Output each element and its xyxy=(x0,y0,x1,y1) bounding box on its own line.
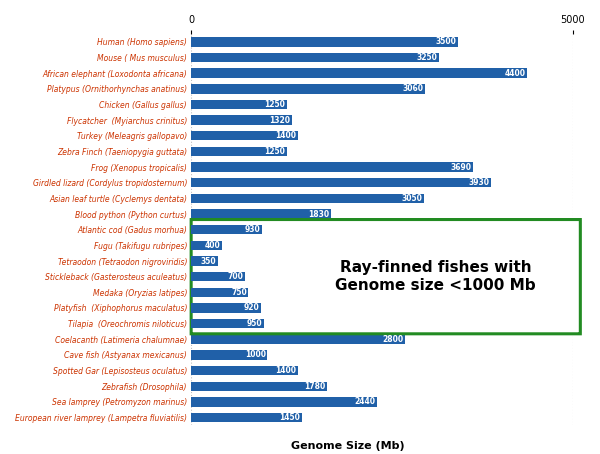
Text: 400: 400 xyxy=(205,241,220,250)
Text: 1780: 1780 xyxy=(304,382,325,391)
Bar xyxy=(191,84,425,94)
Bar xyxy=(191,381,327,391)
Text: 1250: 1250 xyxy=(264,100,285,109)
Bar xyxy=(191,288,248,297)
Bar xyxy=(191,147,287,156)
Bar xyxy=(191,131,298,140)
Text: 3500: 3500 xyxy=(436,37,457,46)
Text: Genome Size (Mb): Genome Size (Mb) xyxy=(291,441,405,451)
Text: 350: 350 xyxy=(201,257,217,266)
Text: 750: 750 xyxy=(231,288,247,297)
Text: 3250: 3250 xyxy=(417,53,437,62)
Bar xyxy=(191,366,298,375)
Text: 1320: 1320 xyxy=(269,116,290,125)
Text: 950: 950 xyxy=(247,319,262,328)
Bar xyxy=(191,241,221,250)
Bar xyxy=(191,225,262,234)
Bar xyxy=(191,178,491,188)
Bar xyxy=(191,163,473,172)
Text: 3690: 3690 xyxy=(450,163,471,172)
Text: 1000: 1000 xyxy=(245,350,266,360)
Bar xyxy=(191,53,439,62)
Bar xyxy=(191,319,263,328)
Text: 750: 750 xyxy=(231,288,247,297)
Bar xyxy=(191,209,331,219)
Bar xyxy=(191,303,262,313)
Text: 700: 700 xyxy=(227,272,243,281)
Bar xyxy=(191,37,458,47)
FancyBboxPatch shape xyxy=(191,220,580,334)
Bar xyxy=(191,100,287,109)
Text: 1400: 1400 xyxy=(275,131,296,140)
Text: 1400: 1400 xyxy=(275,366,296,375)
Text: 920: 920 xyxy=(244,303,260,312)
Bar xyxy=(191,225,262,234)
Bar xyxy=(191,257,218,266)
Text: 3930: 3930 xyxy=(469,178,490,187)
Text: 4400: 4400 xyxy=(505,69,526,78)
Bar xyxy=(191,303,262,313)
Text: 2800: 2800 xyxy=(382,335,403,344)
Bar xyxy=(191,194,424,203)
Bar xyxy=(191,241,221,250)
Bar xyxy=(191,257,218,266)
Text: 400: 400 xyxy=(205,241,220,250)
Bar xyxy=(191,335,405,344)
Bar xyxy=(191,397,377,407)
Text: 700: 700 xyxy=(227,272,243,281)
Text: 3050: 3050 xyxy=(401,194,422,203)
Text: 3060: 3060 xyxy=(402,84,423,94)
Bar xyxy=(191,272,245,281)
Text: Ray-finned fishes with
Genome size <1000 Mb: Ray-finned fishes with Genome size <1000… xyxy=(335,261,536,293)
Bar xyxy=(191,115,292,125)
Bar xyxy=(191,272,245,281)
Text: 930: 930 xyxy=(245,225,260,234)
Bar xyxy=(191,288,248,297)
Text: 350: 350 xyxy=(201,257,217,266)
Bar xyxy=(191,350,268,360)
Text: 1250: 1250 xyxy=(264,147,285,156)
Text: 1450: 1450 xyxy=(280,413,300,422)
Text: 920: 920 xyxy=(244,303,260,312)
Bar xyxy=(191,413,302,422)
Bar xyxy=(191,319,263,328)
Text: 950: 950 xyxy=(247,319,262,328)
Bar xyxy=(191,69,527,78)
Text: 930: 930 xyxy=(245,225,260,234)
Text: 1830: 1830 xyxy=(308,210,329,218)
Text: 2440: 2440 xyxy=(355,397,376,406)
